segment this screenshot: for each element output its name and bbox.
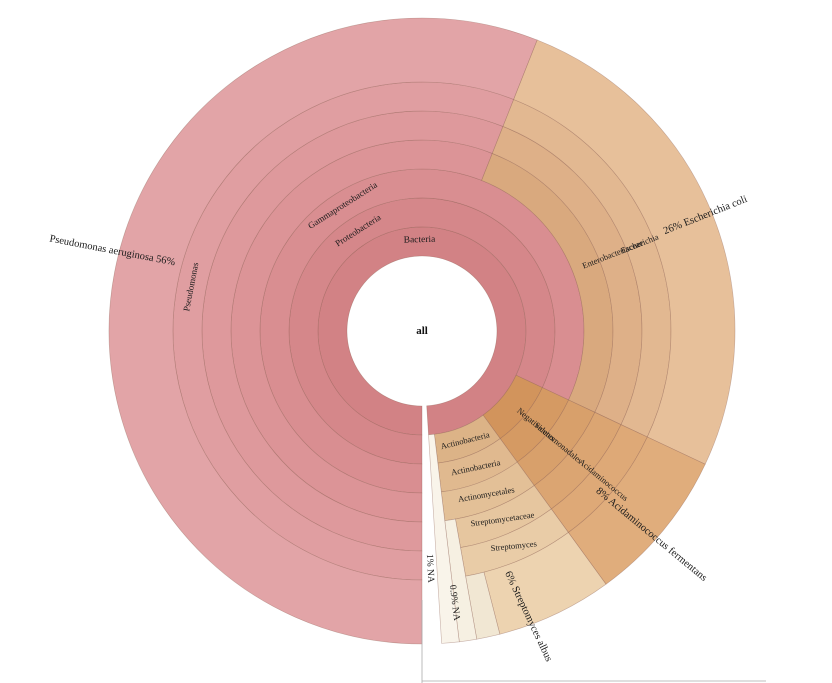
wedge-na-bacteria[interactable] xyxy=(428,433,460,644)
wedge-gammaproteobacteria[interactable] xyxy=(259,168,585,494)
wedges-group xyxy=(108,17,736,645)
bacteria-label: Bacteria xyxy=(404,235,437,246)
wedge-bacteria[interactable] xyxy=(317,226,527,436)
root-label: all xyxy=(416,325,428,337)
wedge-acidaminococcus[interactable] xyxy=(550,424,648,533)
streptomyces-label: Streptomyces xyxy=(490,538,537,553)
wedge-pseudomonas-aeruginosa[interactable] xyxy=(108,17,538,645)
wedge-escherichia-coli[interactable] xyxy=(513,39,736,465)
wedge-streptomycetaceae[interactable] xyxy=(455,485,552,548)
wedge-pseudomonadales[interactable] xyxy=(230,139,493,523)
wedge-negativicutes[interactable] xyxy=(499,387,569,463)
na-bacteria-label: 1% NA xyxy=(424,554,435,583)
na-actinomycetales-label: 0.9% NA xyxy=(447,584,461,621)
